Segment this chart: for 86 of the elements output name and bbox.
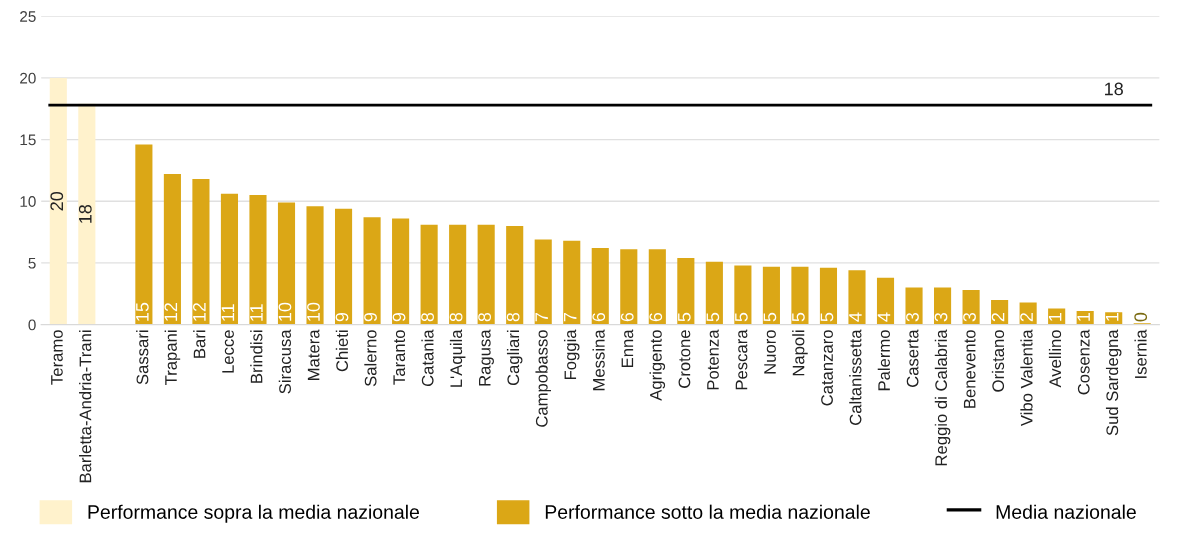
x-tick-label: Oristano <box>991 330 1005 392</box>
x-tick-label: Benevento <box>963 330 976 408</box>
legend-label: Performance sotto la media nazionale <box>545 504 870 519</box>
data-label: 12 <box>192 302 206 321</box>
x-tick-label: Ragusa <box>479 329 494 386</box>
x-tick-label: Catania <box>421 329 434 387</box>
x-tick-label: Siracusa <box>278 329 291 394</box>
x-tick-label: Trapani <box>164 330 181 385</box>
x-tick-label: Isernia <box>1134 329 1147 378</box>
x-tick-label: Matera <box>307 329 320 380</box>
data-label: 10 <box>278 302 292 321</box>
data-label: 15 <box>136 302 149 321</box>
x-tick-label: L'Aquila <box>449 329 466 387</box>
data-label: 4 <box>877 312 891 322</box>
data-label: 8 <box>506 312 520 322</box>
data-label: 8 <box>449 312 463 322</box>
data-label: 6 <box>620 312 634 322</box>
data-label: 3 <box>934 312 948 322</box>
data-label: 5 <box>678 312 691 322</box>
y-tick-label: 25 <box>20 11 36 22</box>
data-label: 12 <box>164 302 178 321</box>
x-tick-label: Lecce <box>222 330 234 373</box>
data-label: 5 <box>735 312 748 322</box>
x-tick-label: Cagliari <box>506 330 523 386</box>
data-label: 3 <box>963 312 976 322</box>
x-tick-label: Sassari <box>136 330 149 385</box>
data-label: 1 <box>1048 312 1062 321</box>
annotation: 18 <box>1105 82 1123 96</box>
x-tick-label: Barletta-Andria-Trani <box>79 330 92 483</box>
data-label: 5 <box>763 312 777 322</box>
data-label: 9 <box>335 312 349 322</box>
x-tick-label: Salerno <box>364 330 377 387</box>
x-tick-label: Agrigento <box>649 330 666 401</box>
data-label: 6 <box>592 312 606 322</box>
data-label: 7 <box>535 313 548 322</box>
data-label: 8 <box>421 312 434 322</box>
data-label: 6 <box>649 312 663 322</box>
y-tick-label: 15 <box>20 134 36 146</box>
data-label: 2 <box>1020 313 1033 322</box>
x-tick-label: Taranto <box>393 330 406 385</box>
data-label: 18 <box>78 204 92 223</box>
x-tick-label: Napoli <box>792 330 808 376</box>
x-tick-label: Sud Sardegna <box>1105 329 1122 436</box>
x-tick-label: Foggia <box>563 329 580 380</box>
legend-label: Performance sopra la media nazionale <box>88 504 419 523</box>
x-tick-label: Enna <box>621 329 634 368</box>
x-tick-label: Caserta <box>906 329 919 387</box>
x-tick-label: Cosenza <box>1077 329 1090 395</box>
data-label: 1 <box>1077 312 1090 321</box>
x-tick-label: Catanzaro <box>821 330 833 406</box>
x-tick-label: Campobasso <box>535 330 551 427</box>
y-tick-label: 0 <box>28 319 36 331</box>
data-label: 0 <box>1134 312 1148 322</box>
data-label: 4 <box>849 312 862 322</box>
data-label: 7 <box>563 313 577 322</box>
data-label: 5 <box>706 312 720 322</box>
x-tick-label: Crotone <box>678 330 691 388</box>
data-label: 8 <box>478 312 492 322</box>
data-label: 1 <box>1105 312 1119 321</box>
y-tick-label: 5 <box>28 257 36 269</box>
data-label: 5 <box>792 312 805 322</box>
data-label: 9 <box>364 312 377 322</box>
x-tick-label: Pescara <box>735 329 748 390</box>
data-label: 11 <box>250 304 263 321</box>
data-label: 20 <box>50 191 64 211</box>
x-tick-label: Nuoro <box>764 330 776 374</box>
x-tick-label: Brindisi <box>250 330 263 383</box>
x-tick-label: Chieti <box>335 330 349 372</box>
x-tick-label: Caltanissetta <box>849 329 862 425</box>
x-tick-label: Avellino <box>1048 330 1062 388</box>
data-label: 2 <box>991 313 1005 322</box>
data-label: 9 <box>392 312 406 322</box>
data-label: 10 <box>307 302 320 321</box>
x-tick-label: Bari <box>193 330 206 358</box>
x-tick-label: Vibo Valentia <box>1020 329 1033 427</box>
x-tick-label: Reggio di Calabria <box>934 329 951 466</box>
legend-label: Media nazionale <box>996 504 1136 519</box>
y-tick-label: 20 <box>20 72 36 84</box>
data-label: 3 <box>906 312 919 322</box>
x-tick-label: Palermo <box>877 330 890 391</box>
x-tick-label: Teramo <box>51 330 63 385</box>
data-label: 11 <box>221 304 235 321</box>
x-tick-label: Potenza <box>707 329 719 390</box>
x-tick-label: Messina <box>592 329 605 391</box>
data-label: 5 <box>820 312 834 322</box>
y-tick-label: 10 <box>20 196 36 207</box>
